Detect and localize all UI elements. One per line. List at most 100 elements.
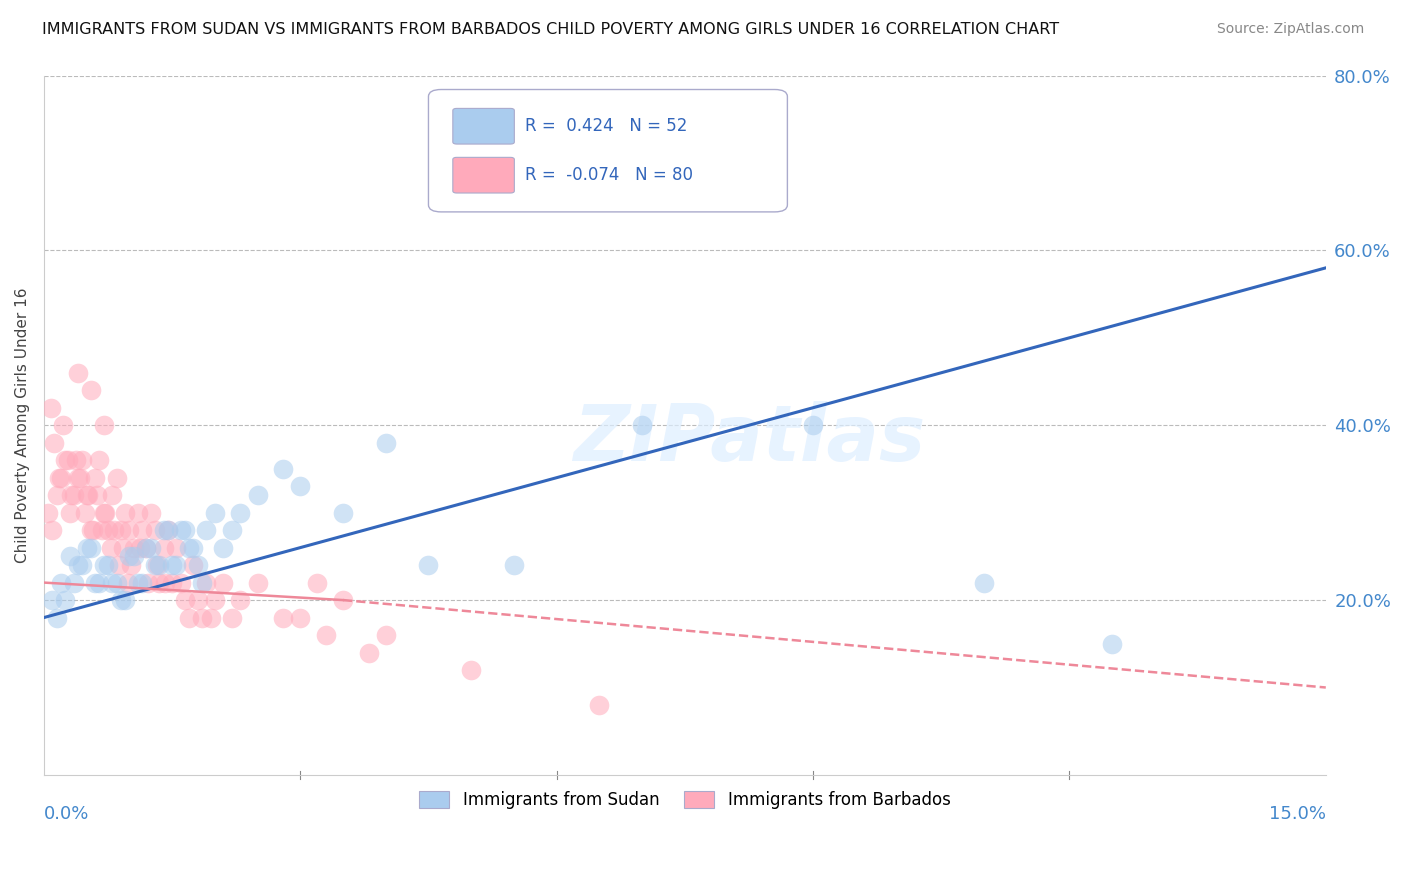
Point: [143, 523, 166, 537]
Point: [128, 541, 150, 555]
Point: [41, 523, 63, 537]
Point: [77, 488, 100, 502]
Text: R =  -0.074   N = 80: R = -0.074 N = 80: [524, 166, 693, 184]
Point: [105, 471, 128, 485]
Point: [110, 593, 132, 607]
Point: [93, 418, 115, 433]
Point: [91, 523, 114, 537]
Point: [97, 523, 120, 537]
Point: [84, 575, 107, 590]
Point: [118, 549, 141, 564]
Text: R =  0.424   N = 52: R = 0.424 N = 52: [524, 117, 688, 135]
Point: [229, 593, 252, 607]
Point: [165, 541, 187, 555]
Point: [62, 575, 84, 590]
Text: 0.0%: 0.0%: [44, 805, 89, 823]
Point: [156, 523, 179, 537]
Point: [155, 575, 177, 590]
Point: [89, 575, 111, 590]
Point: [44, 435, 66, 450]
Point: [110, 523, 132, 537]
Point: [65, 453, 87, 467]
FancyBboxPatch shape: [453, 157, 515, 193]
Text: Source: ZipAtlas.com: Source: ZipAtlas.com: [1216, 22, 1364, 37]
Point: [114, 593, 136, 607]
Point: [41, 593, 63, 607]
Point: [204, 593, 226, 607]
Point: [76, 541, 98, 555]
Point: [200, 610, 222, 624]
Point: [118, 523, 141, 537]
Point: [221, 610, 243, 624]
Point: [49, 471, 72, 485]
Point: [131, 523, 153, 537]
Point: [973, 575, 995, 590]
Point: [58, 506, 80, 520]
Point: [503, 558, 526, 573]
Point: [148, 575, 170, 590]
Point: [801, 418, 824, 433]
Point: [93, 506, 115, 520]
Text: ZIPatlas: ZIPatlas: [572, 401, 925, 477]
Point: [53, 453, 76, 467]
Point: [1101, 637, 1123, 651]
Point: [136, 575, 159, 590]
Point: [315, 628, 337, 642]
Point: [82, 523, 104, 537]
Point: [58, 549, 80, 564]
Point: [122, 549, 145, 564]
Point: [179, 541, 201, 555]
Point: [97, 558, 120, 573]
Point: [246, 575, 269, 590]
Point: [191, 610, 214, 624]
Point: [45, 610, 67, 624]
Point: [37, 506, 59, 520]
Point: [221, 523, 243, 537]
Point: [103, 523, 125, 537]
Point: [49, 575, 72, 590]
Point: [89, 453, 111, 467]
Point: [160, 558, 183, 573]
Point: [195, 523, 218, 537]
Point: [418, 558, 440, 573]
Point: [72, 558, 94, 573]
Point: [357, 646, 380, 660]
Point: [93, 558, 115, 573]
FancyBboxPatch shape: [429, 89, 787, 212]
Point: [67, 558, 90, 573]
Point: [148, 558, 170, 573]
Point: [290, 610, 312, 624]
Point: [631, 418, 654, 433]
Point: [139, 541, 162, 555]
Point: [60, 488, 83, 502]
Point: [117, 575, 139, 590]
Point: [111, 541, 134, 555]
Point: [165, 558, 187, 573]
Point: [62, 488, 84, 502]
Point: [169, 523, 191, 537]
Point: [160, 575, 183, 590]
Point: [135, 541, 157, 555]
Point: [127, 506, 149, 520]
Point: [246, 488, 269, 502]
Point: [212, 575, 235, 590]
Point: [191, 575, 214, 590]
Point: [374, 628, 396, 642]
Point: [212, 541, 235, 555]
Point: [120, 558, 142, 573]
Point: [187, 558, 209, 573]
Point: [179, 610, 201, 624]
Point: [127, 575, 149, 590]
Point: [67, 366, 90, 380]
Point: [80, 541, 103, 555]
Point: [80, 523, 103, 537]
Point: [588, 698, 610, 712]
Point: [460, 663, 482, 677]
Text: IMMIGRANTS FROM SUDAN VS IMMIGRANTS FROM BARBADOS CHILD POVERTY AMONG GIRLS UNDE: IMMIGRANTS FROM SUDAN VS IMMIGRANTS FROM…: [42, 22, 1059, 37]
Point: [67, 471, 90, 485]
Point: [94, 506, 117, 520]
FancyBboxPatch shape: [453, 109, 515, 145]
Point: [271, 610, 294, 624]
Point: [332, 593, 354, 607]
Point: [169, 575, 191, 590]
